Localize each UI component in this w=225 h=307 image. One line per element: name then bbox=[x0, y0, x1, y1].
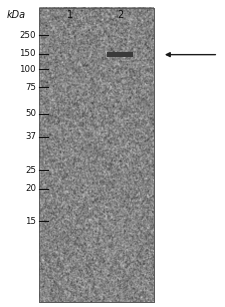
Text: 75: 75 bbox=[25, 83, 36, 92]
Text: 25: 25 bbox=[25, 166, 36, 175]
Text: 50: 50 bbox=[25, 109, 36, 118]
Text: 150: 150 bbox=[20, 49, 36, 58]
Text: 1: 1 bbox=[67, 10, 73, 20]
Text: 100: 100 bbox=[20, 64, 36, 74]
Bar bbox=[39, 8, 154, 302]
Text: 2: 2 bbox=[117, 10, 124, 20]
Bar bbox=[108, 52, 133, 57]
Text: 15: 15 bbox=[25, 216, 36, 226]
Bar bbox=[39, 8, 154, 302]
Text: 250: 250 bbox=[20, 31, 36, 40]
Text: kDa: kDa bbox=[6, 10, 25, 20]
Text: 37: 37 bbox=[25, 132, 36, 141]
Text: 20: 20 bbox=[25, 184, 36, 193]
